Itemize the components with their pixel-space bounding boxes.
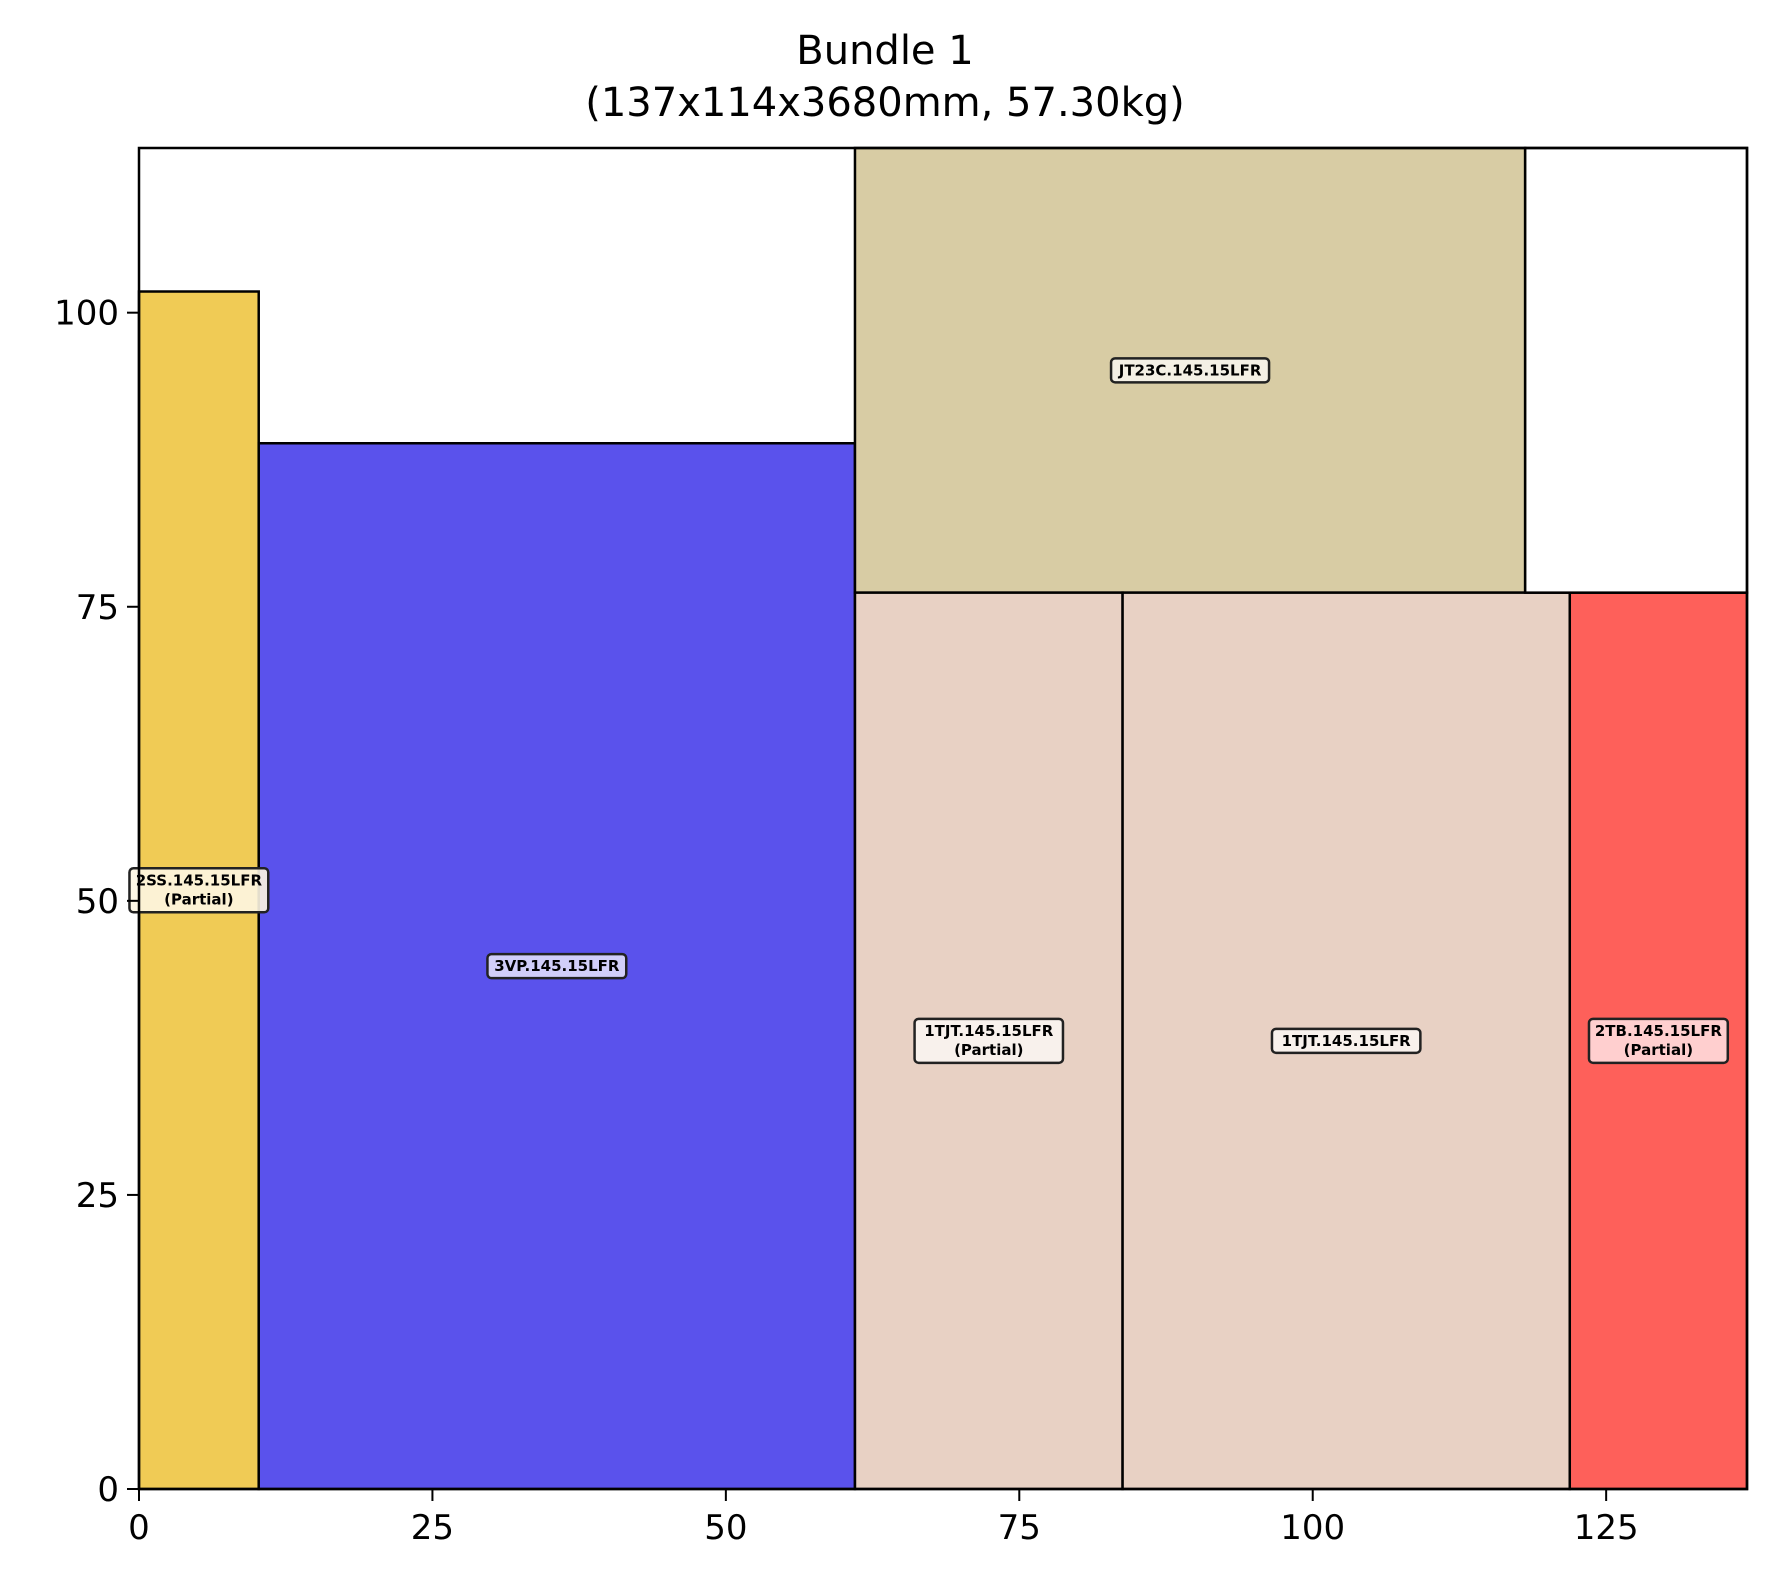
piece-label: 1TJT.145.15LFR xyxy=(1270,1027,1422,1055)
y-tick-label: 75 xyxy=(76,588,119,628)
pieces-layer xyxy=(137,146,1749,1491)
x-tick-label: 50 xyxy=(704,1508,747,1548)
piece-label-box xyxy=(128,867,270,914)
piece-label-name: 3VP.145.15LFR xyxy=(494,957,620,975)
piece-label-note: (Partial) xyxy=(954,1041,1023,1059)
y-tick-label: 50 xyxy=(76,882,119,922)
piece-label: 2SS.145.15LFR(Partial) xyxy=(128,867,270,914)
piece-rect xyxy=(1523,146,1749,594)
piece-labels-layer: 2SS.145.15LFR(Partial)3VP.145.15LFRJT23C… xyxy=(128,357,1730,1065)
piece-label-box xyxy=(1587,1017,1730,1065)
piece-label-name: JT23C.145.15LFR xyxy=(1118,361,1262,379)
chart-subtitle: (137x114x3680mm, 57.30kg) xyxy=(585,80,1185,126)
y-tick-label: 0 xyxy=(97,1470,119,1510)
piece-label-name: 2TB.145.15LFR xyxy=(1595,1022,1722,1040)
plot-frame xyxy=(137,146,1749,1491)
piece-label: JT23C.145.15LFR xyxy=(1109,357,1271,384)
piece-label-box xyxy=(1109,357,1271,384)
piece-label-name: 1TJT.145.15LFR xyxy=(1282,1032,1412,1050)
x-tick-label: 75 xyxy=(998,1508,1041,1548)
piece-label: 2TB.145.15LFR(Partial) xyxy=(1587,1017,1730,1065)
piece-label-name: 2SS.145.15LFR xyxy=(136,871,263,889)
piece-label: 3VP.145.15LFR xyxy=(486,952,628,980)
chart-title: Bundle 1 xyxy=(796,28,974,74)
piece-label-box xyxy=(1270,1027,1422,1055)
x-tick-label: 125 xyxy=(1574,1508,1639,1548)
piece-label-name: 1TJT.145.15LFR xyxy=(924,1022,1054,1040)
y-tick-label: 25 xyxy=(76,1176,119,1216)
x-tick-label: 0 xyxy=(128,1508,150,1548)
piece-label-note: (Partial) xyxy=(1624,1041,1693,1059)
y-axis: 0 25 50 75 100 xyxy=(54,294,139,1510)
piece-label-box xyxy=(486,952,628,980)
y-tick-label: 100 xyxy=(54,294,119,334)
x-axis: 0 25 50 75 100 125 xyxy=(128,1489,1639,1548)
x-tick-label: 25 xyxy=(411,1508,454,1548)
piece-label-note: (Partial) xyxy=(164,890,233,908)
piece-label-box xyxy=(913,1017,1065,1065)
piece-label: 1TJT.145.15LFR(Partial) xyxy=(913,1017,1065,1065)
x-tick-label: 100 xyxy=(1280,1508,1345,1548)
